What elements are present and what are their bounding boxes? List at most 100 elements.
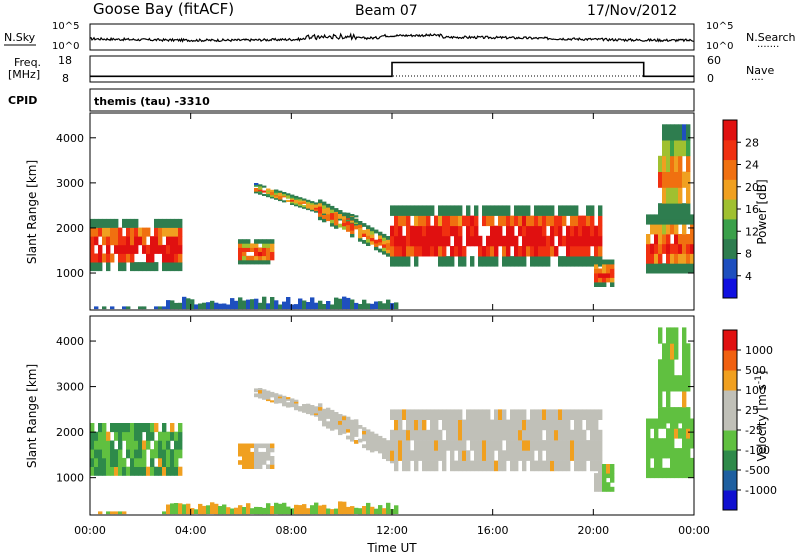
- heatmap-cell: [162, 306, 167, 310]
- heatmap-cell: [662, 234, 667, 245]
- heatmap-cell: [366, 242, 371, 246]
- heatmap-cell: [682, 448, 687, 459]
- heatmap-cell: [358, 231, 363, 235]
- heatmap-cell: [258, 443, 263, 449]
- heatmap-cell: [674, 243, 679, 254]
- heatmap-cell: [246, 243, 251, 248]
- heatmap-cell: [574, 246, 579, 257]
- heatmap-cell: [382, 240, 387, 245]
- heatmap-cell: [150, 449, 155, 459]
- freq-tick-top: 18: [58, 54, 72, 67]
- heatmap-cell: [306, 204, 311, 207]
- heatmap-cell: [666, 124, 671, 141]
- heatmap-cell: [318, 417, 323, 421]
- heatmap-cell: [282, 502, 287, 515]
- heatmap-cell: [550, 450, 555, 461]
- heatmap-cell: [130, 440, 135, 450]
- heatmap-cell: [682, 140, 687, 157]
- heatmap-cell: [130, 253, 135, 263]
- heatmap-cell: [666, 234, 671, 245]
- heatmap-cell: [686, 263, 691, 274]
- heatmap-cell: [270, 194, 275, 197]
- heatmap-cell: [254, 255, 259, 261]
- heatmap-cell: [326, 421, 331, 426]
- heatmap-cell: [506, 440, 511, 451]
- heatmap-cell: [294, 199, 299, 202]
- heatmap-cell: [134, 466, 139, 476]
- heatmap-cell: [298, 197, 303, 200]
- heatmap-cell: [262, 397, 267, 400]
- heatmap-cell: [670, 243, 675, 254]
- heatmap-cell: [382, 451, 387, 456]
- heatmap-cell: [118, 236, 123, 246]
- heatmap-cell: [510, 409, 515, 420]
- heatmap-cell: [610, 268, 615, 274]
- heatmap-cell: [662, 448, 667, 459]
- heatmap-cell: [106, 440, 111, 450]
- heatmap-cell: [270, 400, 275, 403]
- heatmap-cell: [242, 259, 247, 265]
- heatmap-cell: [382, 303, 387, 310]
- heatmap-cell: [238, 255, 243, 261]
- heatmap-cell: [602, 277, 607, 283]
- heatmap-cell: [390, 409, 395, 420]
- heatmap-cell: [118, 227, 123, 237]
- heatmap-cell: [278, 503, 283, 515]
- heatmap-cell: [366, 429, 371, 434]
- heatmap-cell: [282, 195, 287, 198]
- heatmap-cell: [578, 235, 583, 247]
- heatmap-cell: [450, 205, 455, 216]
- heatmap-cell: [542, 215, 547, 227]
- heatmap-cell: [658, 391, 663, 408]
- heatmap-cell: [686, 457, 691, 469]
- heatmap-cell: [366, 238, 371, 243]
- heatmap-cell: [98, 218, 103, 228]
- heatmap-cell: [262, 443, 267, 449]
- heatmap-cell: [242, 464, 247, 469]
- heatmap-cell: [658, 214, 663, 225]
- heatmap-cell: [94, 236, 99, 246]
- heatmap-cell: [222, 504, 227, 515]
- heatmap-cell: [606, 277, 611, 283]
- heatmap-cell: [242, 447, 247, 453]
- heatmap-cell: [326, 414, 331, 419]
- heatmap-cell: [106, 431, 111, 441]
- heatmap-cell: [354, 426, 359, 431]
- heatmap-cell: [454, 409, 459, 420]
- heatmap-cell: [466, 429, 471, 441]
- heatmap-cell: [486, 460, 491, 472]
- heatmap-cell: [678, 155, 683, 172]
- heatmap-cell: [470, 256, 475, 267]
- heatmap-cell: [430, 225, 435, 237]
- heatmap-cell: [598, 268, 603, 274]
- heatmap-cell: [674, 155, 679, 172]
- heatmap-cell: [258, 186, 263, 189]
- y-tick-label: 2000: [56, 426, 84, 439]
- heatmap-cell: [422, 440, 427, 451]
- heatmap-cell: [270, 506, 275, 515]
- heatmap-cell: [658, 448, 663, 459]
- heatmap-cell: [542, 409, 547, 420]
- heatmap-cell: [406, 429, 411, 441]
- heatmap-cell: [122, 423, 127, 433]
- heatmap-cell: [358, 304, 363, 310]
- heatmap-cell: [314, 502, 319, 515]
- heatmap-cell: [282, 399, 287, 402]
- heatmap-cell: [378, 442, 383, 447]
- noise-trace: [89, 32, 695, 43]
- heatmap-cell: [426, 440, 431, 451]
- heatmap-cell: [102, 431, 107, 441]
- heatmap-cell: [158, 440, 163, 450]
- heatmap-cell: [118, 511, 123, 515]
- heatmap-cell: [650, 253, 655, 264]
- heatmap-cell: [574, 429, 579, 441]
- nave-tick-bottom: 0: [707, 72, 714, 85]
- heatmap-cell: [662, 438, 667, 449]
- heatmap-cell: [390, 225, 395, 237]
- heatmap-cell: [394, 256, 399, 267]
- heatmap-cell: [158, 431, 163, 441]
- heatmap-cell: [134, 236, 139, 246]
- heatmap-cell: [594, 264, 599, 269]
- heatmap-cell: [322, 504, 327, 515]
